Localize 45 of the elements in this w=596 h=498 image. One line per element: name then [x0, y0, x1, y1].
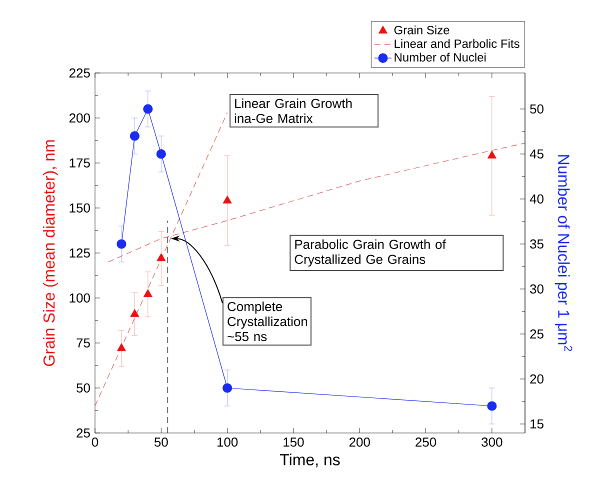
x-tick-label: 50	[154, 438, 168, 447]
y-tick-label: 225	[69, 68, 90, 78]
point	[116, 239, 126, 249]
legend-label: Linear and Parbolic Fits	[394, 39, 520, 48]
y2-tick-label: 40	[530, 194, 544, 204]
x-tick-label: 150	[284, 438, 304, 447]
point	[222, 383, 232, 393]
y-tick-label: 150	[70, 203, 90, 213]
point	[487, 401, 497, 411]
point	[130, 308, 140, 317]
point	[222, 196, 232, 204]
x-tick-label: 250	[416, 438, 436, 447]
y-tick-label: 175	[70, 158, 90, 168]
y-axis-title: Grain Size (mean diameter), nm	[43, 140, 58, 366]
y2-tick-label: 50	[530, 104, 544, 114]
point	[487, 150, 496, 158]
x-tick-label: 300	[482, 438, 502, 447]
annotation: Parabolic Grain Growth of Crystallized Ge Grains	[294, 239, 446, 267]
y2-tick-label: 45	[530, 149, 544, 159]
point	[156, 149, 166, 159]
y2-tick-label: 15	[530, 419, 544, 429]
point	[116, 343, 126, 352]
point	[143, 104, 153, 114]
x-axis-title: Time, ns	[280, 454, 340, 468]
y-tick-label: 50	[76, 383, 90, 393]
annotation: Complete Crystallization ~55 ns	[228, 302, 308, 342]
y-tick-label: 25	[76, 428, 90, 438]
y-tick-label: 125	[70, 248, 90, 258]
x-tick-label: 200	[349, 438, 370, 447]
y-tick-label: 100	[70, 293, 90, 303]
legend-label: Grain Size	[394, 25, 450, 34]
legend-label: Number of Nuclei	[394, 52, 486, 62]
point	[156, 253, 166, 262]
y-tick-label: 200	[69, 113, 90, 123]
x-tick-label: 0	[92, 438, 98, 447]
x-tick-label: 100	[217, 438, 238, 447]
y2-tick-label: 35	[530, 239, 544, 249]
y-tick-label: 75	[76, 338, 90, 348]
y2-tick-label: 20	[530, 374, 544, 384]
annotation: Linear Grain Growth ina-Ge Matrix	[234, 98, 352, 124]
point	[143, 289, 152, 298]
point	[130, 131, 140, 141]
y2-tick-label: 30	[530, 284, 544, 294]
y2-tick-label: 25	[530, 329, 544, 339]
y2-axis-title: Number of Nuclei per 1 μm$^{2}$	[554, 155, 572, 352]
